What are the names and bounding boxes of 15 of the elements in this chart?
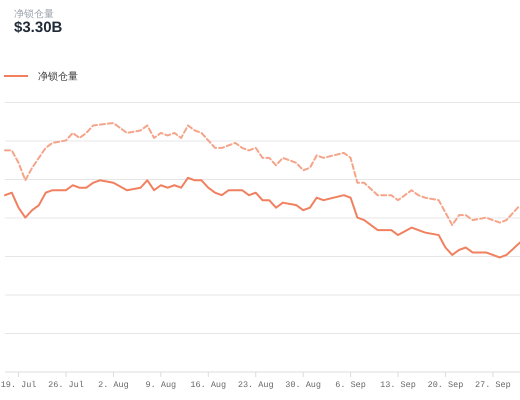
x-tick-label: 13. Sep <box>380 380 416 390</box>
x-tick-label: 6. Sep <box>335 380 366 390</box>
x-tick-label: 19. Jul <box>0 380 36 390</box>
x-tick-label: 26. Jul <box>48 380 84 390</box>
chart-subtitle: $3.30B <box>14 19 63 36</box>
legend: 净锁仓量 <box>4 72 78 82</box>
x-tick-label: 23. Aug <box>238 380 274 390</box>
x-tick-label: 2. Aug <box>98 380 129 390</box>
x-tick-label: 30. Aug <box>285 380 322 390</box>
chart-title: 净锁仓量 <box>14 8 54 20</box>
x-tick-label: 9. Aug <box>146 380 176 390</box>
legend-label: 净锁仓量 <box>38 70 78 82</box>
x-tick-label: 20. Sep <box>428 380 464 390</box>
x-tick-label: 16. Aug <box>190 380 226 390</box>
x-tick-label: 27. Sep <box>475 380 511 390</box>
